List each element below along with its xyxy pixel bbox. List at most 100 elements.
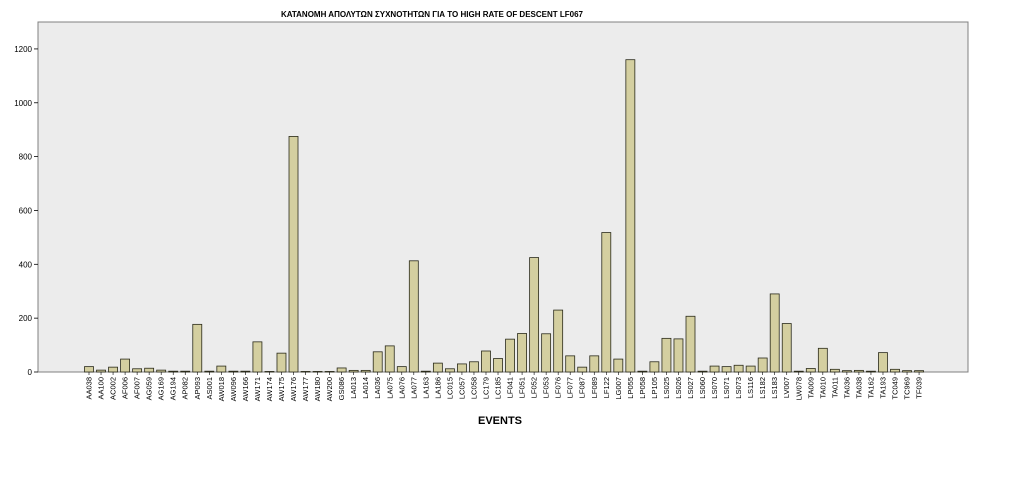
x-tick-label: AW200 [325,377,334,401]
bar-lc057 [457,363,467,373]
x-axis-label: EVENTS [478,415,522,427]
x-tick-label: LS071 [722,377,731,399]
x-tick-label: LS026 [674,377,683,399]
bar-lc058 [469,361,479,373]
bar-la014 [360,369,371,373]
x-tick-label: AA100 [97,377,106,400]
bar-lc185 [493,358,503,373]
x-tick-label: AW166 [241,377,250,401]
bar-ls026 [673,338,684,373]
y-tick-label: 0 [28,368,33,377]
bar-lw078 [793,370,804,373]
x-tick-label: AW175 [277,377,286,401]
x-tick-label: LA036 [373,377,382,399]
x-tick-label: LS027 [686,377,695,399]
bar-lf041 [505,338,515,373]
bar-ag059 [144,367,155,373]
bar-ap093 [192,323,203,373]
x-tick-label: TC969 [903,377,912,400]
x-tick-label: LW078 [794,377,803,400]
bar-ta036 [841,370,852,373]
x-tick-label: LF052 [530,377,539,398]
bar-aw166 [240,370,251,373]
bar-af006 [120,358,130,373]
bar-lf051 [517,333,527,373]
bar-lf052 [529,257,540,373]
x-tick-label: AC002 [109,377,118,400]
bar-ls183 [769,293,780,373]
bar-lc179 [481,350,491,373]
bar-lc015 [444,368,455,373]
x-tick-label: AW174 [265,377,274,401]
bar-lf076 [553,309,564,373]
x-tick-label: LF041 [506,377,515,398]
bar-ls182 [757,357,768,373]
plot-area [37,21,969,373]
x-tick-label: LF053 [542,377,551,398]
bar-ta009 [805,368,816,373]
x-tick-label: LA077 [409,377,418,399]
x-tick-label: LS073 [734,377,743,399]
bar-aw171 [252,341,263,373]
bar-ls116 [745,365,756,373]
x-tick-label: AA038 [85,377,94,400]
bar-tc969 [902,370,912,373]
bar-lf053 [541,333,552,373]
y-tick-label: 200 [19,314,33,323]
bar-aw177 [300,371,311,373]
bar-ls073 [733,364,744,373]
bar-ap082 [180,370,191,373]
x-tick-label: LA075 [385,377,394,399]
bar-tc049 [890,368,900,373]
x-tick-label: GS086 [337,377,346,400]
x-tick-label: LA014 [361,377,370,399]
bar-aw176 [288,136,299,373]
x-tick-label: AW096 [229,377,238,401]
x-tick-label: TA011 [830,377,839,398]
x-tick-label: AP082 [181,377,190,400]
bar-aw180 [312,371,323,373]
bar-aw175 [276,352,287,373]
bar-la013 [348,369,359,373]
bar-ta038 [854,369,864,373]
x-tick-label: LS060 [698,377,707,399]
bar-aw174 [264,371,275,373]
x-tick-label: AF006 [121,377,130,399]
bar-ta162 [866,370,876,373]
x-tick-label: AS001 [205,377,214,400]
bar-ls071 [721,366,732,373]
x-tick-label: AF007 [133,377,142,399]
y-tick-label: 1000 [14,99,32,108]
bar-ls027 [685,315,696,373]
x-axis: AA038 AA100 AC002 AF006 AF007 AG059 AG169 AG194… [85,372,924,401]
bar-aw096 [228,370,239,373]
bar-lf089 [589,355,600,373]
x-tick-label: LS183 [770,377,779,399]
bar-ls025 [661,337,672,373]
x-tick-label: LF089 [590,377,599,398]
x-tick-label: LS182 [758,377,767,399]
bar-la036 [372,351,383,373]
bar-lf087 [577,366,588,373]
bar-la163 [420,370,431,373]
y-tick-label: 600 [19,206,33,215]
x-tick-label: AW171 [253,377,262,401]
x-tick-label: AW180 [313,377,322,401]
bar-aw018 [216,365,227,373]
x-tick-label: LC058 [469,377,478,399]
bar-tf039 [914,370,924,373]
bar-aw200 [324,371,335,373]
x-tick-label: AW018 [217,377,226,401]
x-tick-label: AP093 [193,377,202,400]
x-tick-label: LA186 [433,377,442,399]
x-tick-label: LP055 [626,377,635,399]
x-tick-label: TA162 [866,377,875,399]
bar-aa038 [84,366,94,373]
bar-la186 [432,362,443,373]
x-tick-label: LC015 [445,377,454,399]
x-tick-label: LF087 [578,377,587,398]
bar-gs086 [336,367,347,373]
bar-ta010 [817,347,828,373]
x-tick-label: LS025 [662,377,671,399]
y-axis: 0 200 400 600 800 1000 1200 [14,45,38,377]
